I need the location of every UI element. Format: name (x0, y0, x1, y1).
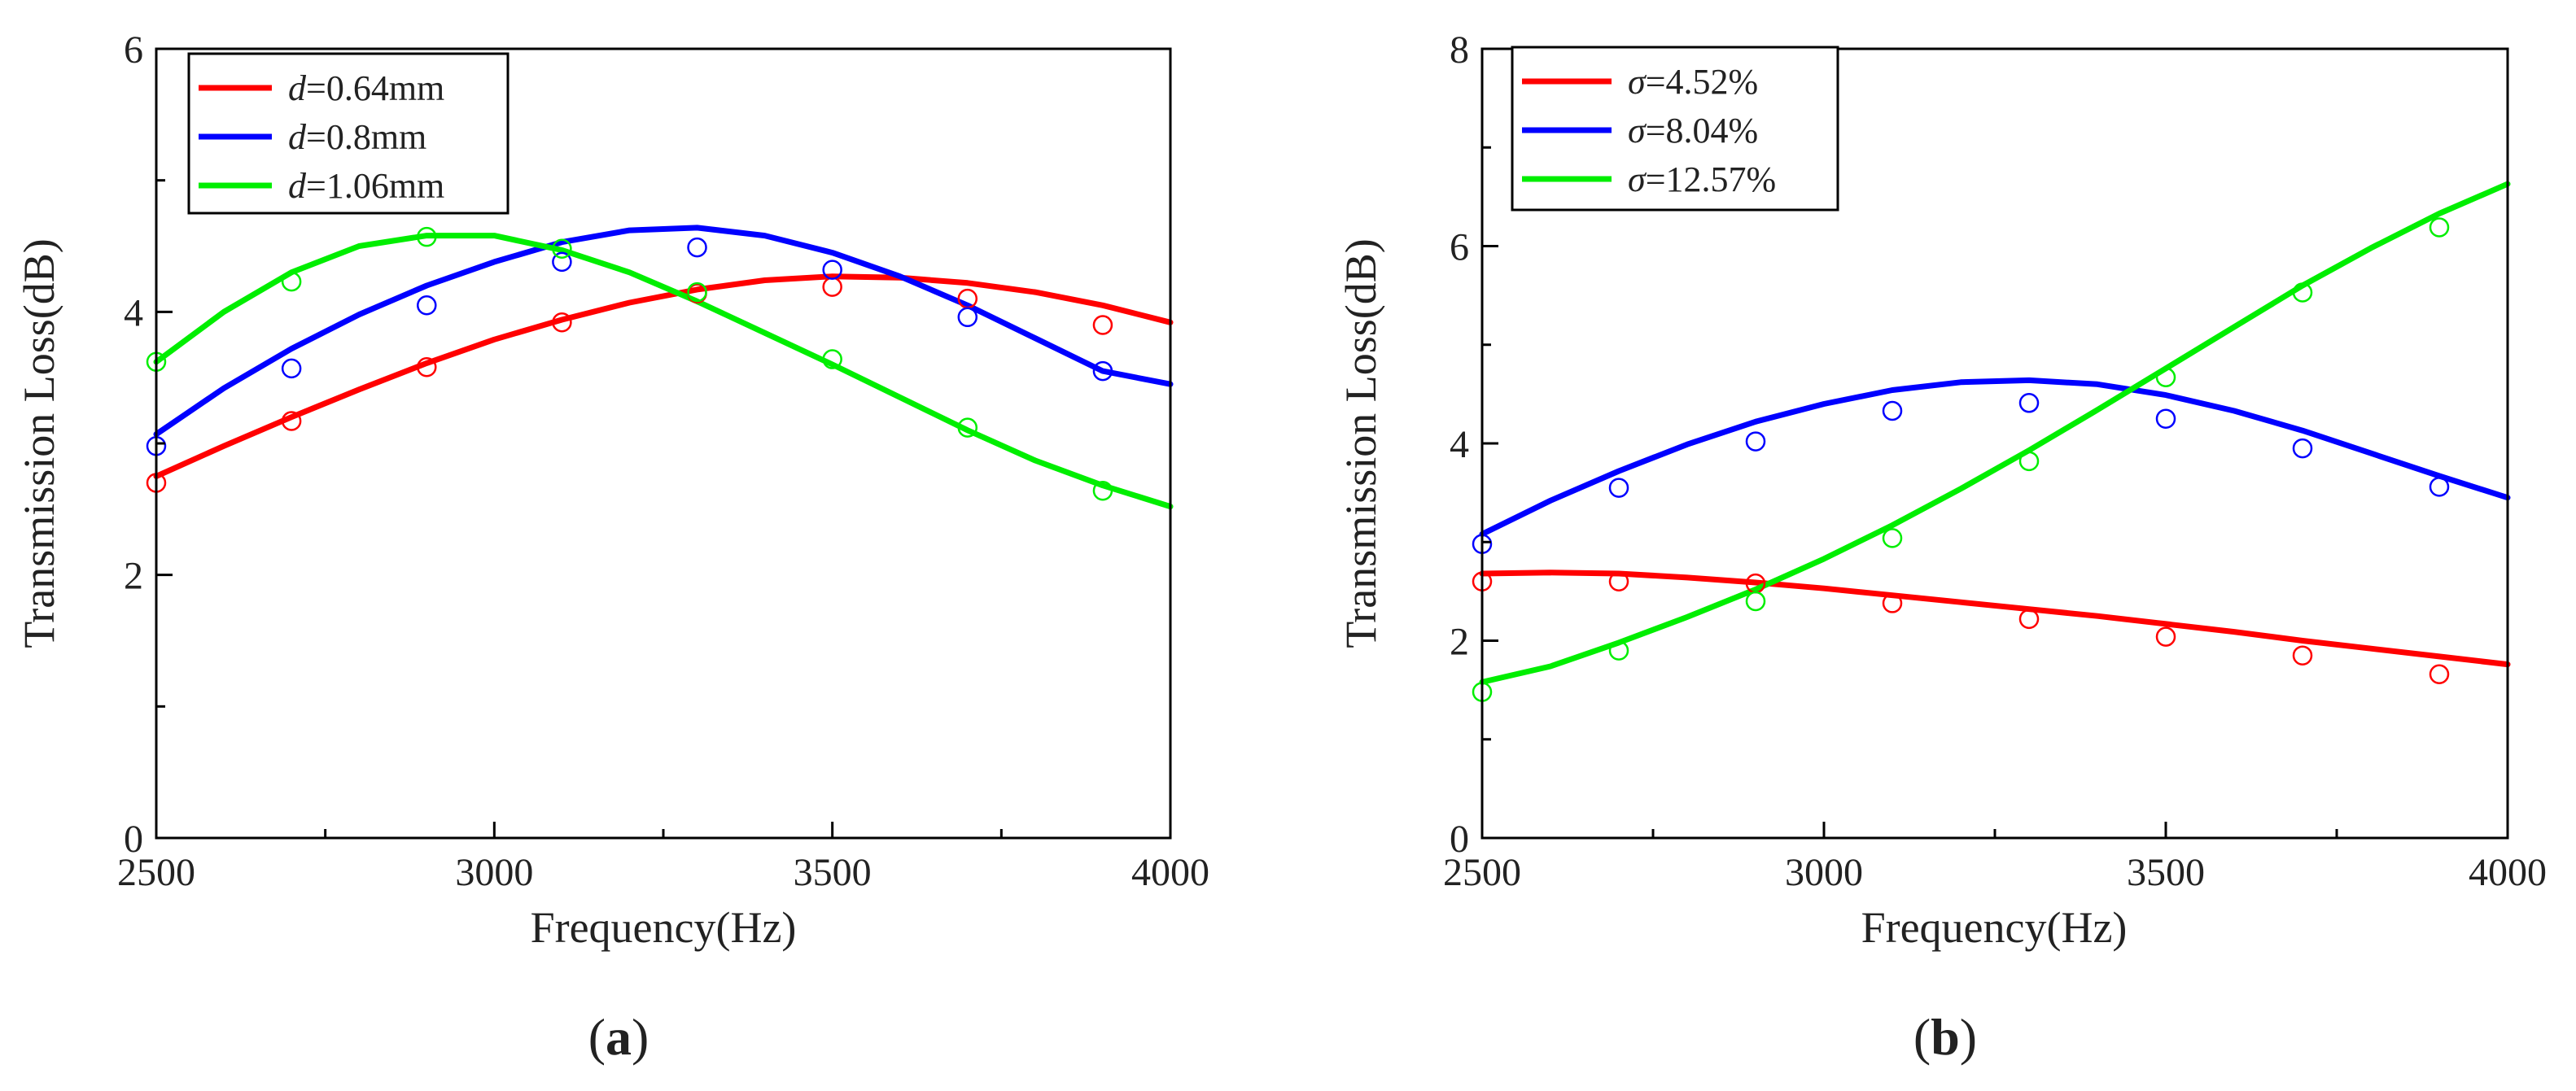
chart-b-y-tick-label: 8 (1450, 28, 1469, 72)
chart-panel-a: 2500 3000 3500 4000 0 2 4 6 Frequency(Hz) Trans… (15, 28, 1209, 1066)
chart-a-legend-label-1: d=0.64mm (288, 68, 444, 108)
chart-a-data-marker (552, 238, 572, 259)
chart-a-data-marker (1092, 480, 1113, 501)
chart-b-data-marker (1882, 400, 1903, 421)
chart-a-data-marker (417, 295, 437, 316)
chart-b-data-marker (2429, 477, 2450, 497)
chart-b-data-marker (2018, 393, 2040, 413)
chart-b-data-marker (1608, 478, 1629, 498)
chart-b-legend-label-1: σ=4.52% (1628, 62, 1758, 102)
chart-panel-b: 2500 3000 3500 4000 0 2 4 6 8 Frequency(Hz) Tran… (1336, 28, 2547, 1066)
chart-b-caption: (b) (1913, 1008, 1977, 1066)
chart-a-data-marker (417, 226, 437, 247)
chart-b-x-tick-label: 4000 (2469, 851, 2547, 894)
chart-b-y-tick-label: 4 (1450, 423, 1469, 466)
chart-b-legend: σ=4.52% σ=8.04% σ=12.57% (1511, 46, 1839, 212)
chart-a-y-axis-title: Transmission Loss(dB) (15, 238, 63, 648)
chart-a-data-marker (687, 237, 707, 258)
chart-b-plot-area: 2500 3000 3500 4000 0 2 4 6 8 (1443, 28, 2547, 894)
chart-a-data-marker (552, 312, 572, 333)
chart-a-y-tick-label: 6 (124, 28, 143, 72)
chart-b-data-marker (2155, 367, 2176, 388)
chart-a-data-marker (281, 358, 302, 379)
chart-a-fit-curve-3 (153, 233, 1174, 510)
chart-a-data-marker (957, 417, 978, 438)
chart-b-data-marker (1608, 571, 1629, 591)
chart-a-data-marker (1092, 315, 1113, 335)
chart-a-data-marker (1092, 360, 1113, 382)
chart-b-y-tick-label: 2 (1450, 621, 1469, 664)
chart-a-plot-area: 2500 3000 3500 4000 0 2 4 6 (117, 28, 1209, 894)
chart-b-y-axis-title: Transmission Loss(dB) (1336, 238, 1385, 648)
chart-b-data-marker (1882, 528, 1903, 548)
chart-b-legend-label-3: σ=12.57% (1628, 159, 1776, 199)
chart-a-data-marker (687, 281, 707, 303)
chart-a-legend: d=0.64mm d=0.8mm d=1.06mm (187, 52, 510, 215)
chart-b-data-marker (1608, 640, 1629, 661)
chart-a-data-marker (822, 349, 842, 369)
chart-a-x-axis-title: Frequency(Hz) (531, 903, 797, 952)
chart-a-data-marker (822, 260, 842, 280)
chart-b-x-tick-label: 2500 (1443, 851, 1521, 894)
chart-a-data-marker (957, 307, 978, 328)
chart-a-x-tick-label: 2500 (117, 851, 195, 894)
chart-a-fit-curve-1 (153, 273, 1174, 479)
chart-b-legend-label-2: σ=8.04% (1628, 111, 1758, 151)
chart-b-y-tick-label: 6 (1450, 226, 1469, 269)
chart-a-caption: (a) (588, 1008, 649, 1066)
chart-b-y-tick-label: 0 (1450, 818, 1469, 861)
chart-b-data-marker (2429, 217, 2450, 238)
chart-b-data-marker (2429, 664, 2450, 684)
chart-a-data-marker (417, 356, 437, 377)
chart-a-fit-curve-2 (153, 225, 1174, 438)
chart-b-x-tick-label: 3500 (2127, 851, 2205, 894)
chart-b-data-marker (2018, 609, 2040, 630)
chart-a-legend-label-2: d=0.8mm (288, 117, 426, 157)
chart-a-data-marker (552, 251, 572, 273)
chart-a-data-marker (822, 277, 842, 297)
chart-a-y-tick-label: 0 (124, 818, 143, 861)
chart-b-x-axis-title: Frequency(Hz) (1861, 903, 2128, 952)
chart-b-data-marker (2155, 408, 2176, 429)
chart-b-data-marker (1745, 591, 1766, 612)
chart-a-x-tick-label: 4000 (1131, 851, 1209, 894)
chart-b-data-marker (2018, 451, 2040, 472)
chart-a-legend-label-3: d=1.06mm (288, 166, 444, 206)
chart-a-x-tick-label: 3500 (794, 851, 872, 894)
chart-b-data-marker (1882, 593, 1903, 613)
chart-a-data-marker (281, 271, 302, 292)
chart-b-fit-curve-2 (1479, 377, 2511, 537)
chart-b-fit-curve-1 (1479, 570, 2511, 668)
chart-b-data-marker (2292, 645, 2313, 666)
chart-a-y-tick-label: 4 (124, 291, 143, 334)
chart-b-data-marker (2292, 438, 2313, 459)
chart-a-x-tick-label: 3000 (455, 851, 533, 894)
chart-b-data-marker (2155, 626, 2176, 647)
chart-a-data-marker (281, 411, 302, 431)
chart-a-y-tick-label: 2 (124, 555, 143, 598)
chart-b-fit-curve-3 (1479, 181, 2511, 685)
chart-b-x-tick-label: 3000 (1785, 851, 1863, 894)
chart-b-data-marker (1745, 431, 1766, 452)
chart-b-data-marker (2292, 282, 2313, 303)
